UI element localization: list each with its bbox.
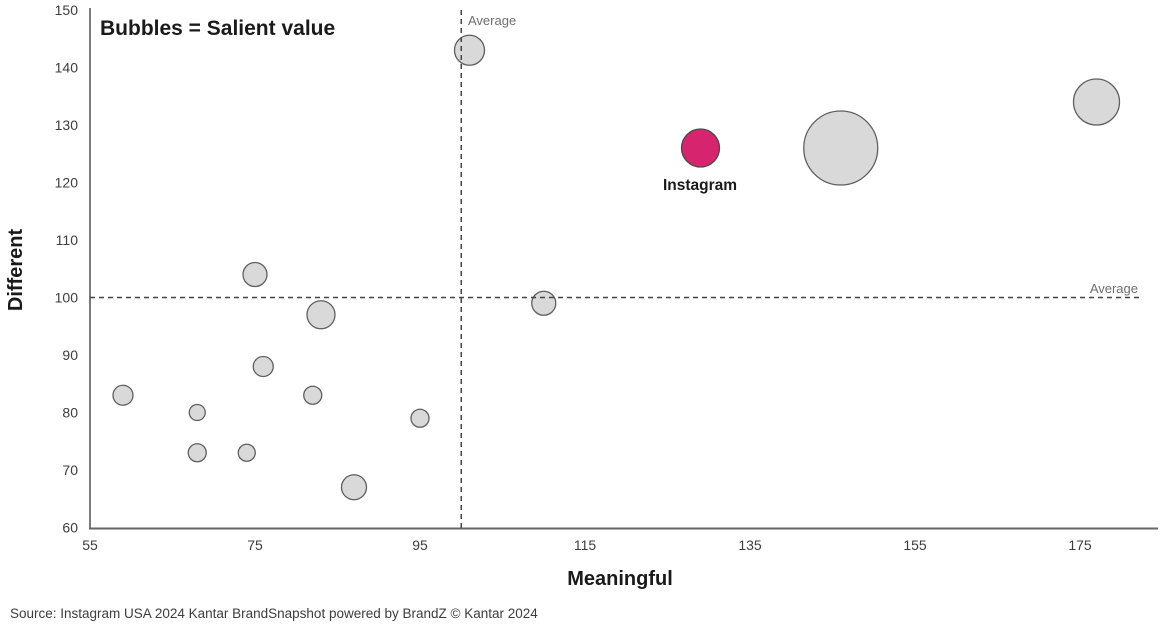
y-tick-label: 120 xyxy=(55,175,79,191)
brand-bubble xyxy=(340,474,368,501)
x-tick-label: 175 xyxy=(1068,537,1092,553)
y-tick-label: 140 xyxy=(55,60,79,76)
source-text: Source: Instagram USA 2024 Kantar BrandS… xyxy=(10,606,538,621)
brand-bubble xyxy=(1072,78,1121,126)
brand-bubble xyxy=(803,110,879,186)
y-tick-label: 80 xyxy=(62,405,78,421)
brand-bubble xyxy=(453,34,486,66)
brand-bubble xyxy=(187,443,207,463)
brand-bubble xyxy=(531,290,557,316)
x-axis-title: Meaningful xyxy=(567,568,673,590)
x-tick-label: 135 xyxy=(738,537,762,553)
x-tick-label: 95 xyxy=(412,537,428,553)
x-tick-label: 115 xyxy=(574,537,597,553)
x-tick-label: 155 xyxy=(903,537,927,553)
x-tick-label: 75 xyxy=(247,537,263,553)
brand-bubble xyxy=(188,403,206,422)
average-lines xyxy=(90,10,1140,528)
y-tick-label: 150 xyxy=(55,2,79,18)
brand-bubble xyxy=(410,408,430,428)
x-axis-tick-labels: 55 75 95 115 135 155 175 xyxy=(82,537,1092,553)
y-axis-tick-labels: 60 70 80 90 100 110 120 130 140 150 xyxy=(55,2,79,536)
y-axis-title: Different xyxy=(5,229,27,312)
average-label-right: Average xyxy=(1090,281,1138,296)
y-tick-label: 110 xyxy=(56,232,79,248)
y-tick-label: 70 xyxy=(62,462,78,478)
brand-bubble xyxy=(242,261,268,288)
brand-bubble xyxy=(306,300,336,330)
brand-bubble xyxy=(237,443,256,462)
instagram-bubble-label: Instagram xyxy=(663,177,737,194)
x-tick-label: 55 xyxy=(82,537,98,553)
bubble-series xyxy=(112,34,1121,501)
y-tick-label: 100 xyxy=(55,290,79,306)
y-tick-label: 60 xyxy=(62,520,78,536)
brand-bubble xyxy=(252,355,274,378)
y-tick-label: 90 xyxy=(62,347,78,363)
brand-bubble xyxy=(112,384,134,406)
average-label-top: Average xyxy=(468,13,516,28)
y-tick-label: 130 xyxy=(55,117,79,133)
brand-bubble xyxy=(303,385,323,405)
bubble-note: Bubbles = Salient value xyxy=(100,17,335,40)
instagram-bubble xyxy=(680,128,721,168)
